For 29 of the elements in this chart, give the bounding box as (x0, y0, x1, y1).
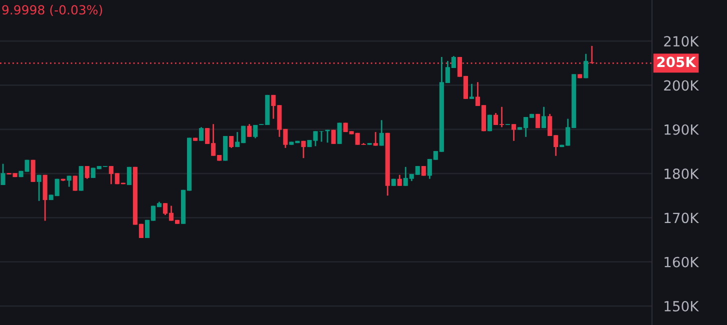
candlestick (30, 159, 36, 183)
candlestick (512, 123, 516, 142)
candlestick (373, 131, 378, 146)
candlestick (247, 123, 252, 138)
y-tick-label: 190K (664, 124, 700, 135)
candlestick (379, 119, 384, 146)
candlestick (253, 124, 258, 139)
candlestick (337, 122, 342, 145)
candlestick (84, 165, 90, 180)
candlestick (542, 106, 546, 129)
candlestick (199, 126, 204, 142)
candlestick (0, 163, 6, 186)
y-tick-label: 170K (664, 212, 700, 224)
candlestick (301, 140, 306, 159)
candlestick (584, 53, 588, 79)
candlestick (469, 83, 474, 100)
y-tick-label: 210K (664, 36, 700, 47)
candlestick (397, 174, 402, 187)
y-tick-label: 150K (664, 300, 700, 312)
y-tick-label: 160K (664, 256, 700, 268)
y-tick-label: 180K (664, 168, 700, 180)
ref-line-label: 205K (657, 56, 696, 68)
candlestick (331, 129, 336, 145)
candlestick (66, 175, 72, 188)
candlestick (36, 174, 42, 202)
candlestick (72, 175, 78, 192)
candlestick (229, 135, 234, 149)
annotation: 9.9998 (-0.03%) (2, 4, 102, 16)
y-tick-label: 200K (664, 80, 700, 91)
